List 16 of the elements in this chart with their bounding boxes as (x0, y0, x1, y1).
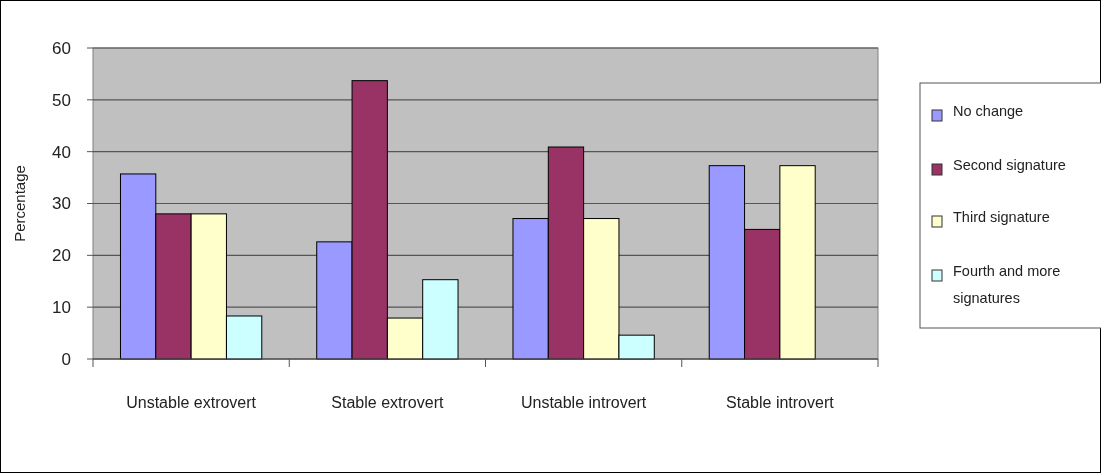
legend-label: Third signature (953, 208, 1050, 225)
legend-label: No change (953, 102, 1024, 119)
x-tick-label: Stable extrovert (331, 393, 444, 411)
y-tick-label: 60 (52, 38, 71, 58)
y-tick-label: 30 (52, 194, 71, 214)
x-tick-label: Unstable introvert (520, 393, 647, 411)
x-tick-label: Unstable extrovert (126, 393, 257, 411)
y-tick-label: 10 (52, 298, 71, 318)
y-axis-title: Percentage (11, 165, 28, 242)
x-tick-label: Stable introvert (726, 393, 835, 411)
y-tick-label: 0 (61, 349, 71, 369)
y-tick-label: 50 (52, 90, 71, 110)
y-tick-label: 40 (52, 142, 71, 162)
y-tick-label: 20 (52, 246, 71, 266)
legend-label: Fourth and more signatures (953, 262, 1061, 307)
legend-label: Second signature (953, 156, 1066, 173)
